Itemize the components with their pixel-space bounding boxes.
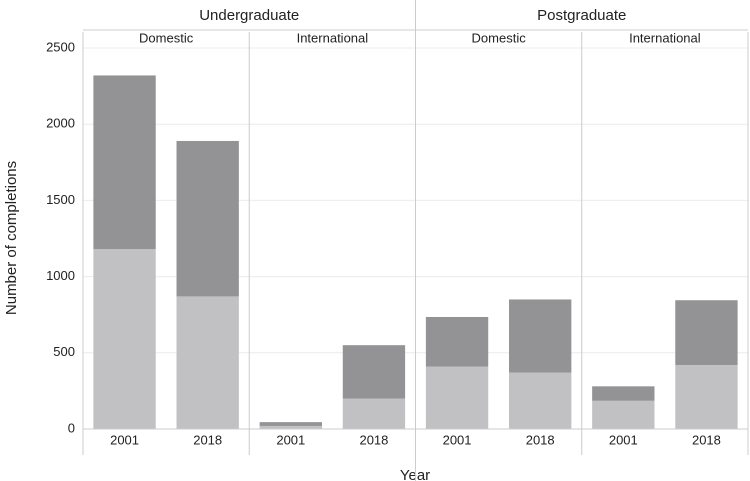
bar-segment xyxy=(675,300,738,365)
bar-segment xyxy=(176,140,239,297)
bar-segment xyxy=(342,345,406,399)
y-tick-label: 2000 xyxy=(46,116,75,131)
y-tick-label: 0 xyxy=(68,420,75,435)
bar-segment xyxy=(93,75,156,250)
panel-title: Domestic xyxy=(139,30,194,45)
panel-title: International xyxy=(297,30,369,45)
group-title: Undergraduate xyxy=(199,7,299,24)
y-axis-label: Number of completions xyxy=(3,161,20,315)
bar-segment xyxy=(592,400,655,429)
y-tick-label: 1000 xyxy=(46,268,75,283)
bar-segment xyxy=(592,386,655,401)
y-tick-label: 1500 xyxy=(46,192,75,207)
x-tick-label: 2001 xyxy=(110,432,139,447)
bar-segment xyxy=(675,364,738,429)
x-tick-label: 2001 xyxy=(276,432,305,447)
bar-segment xyxy=(509,299,572,373)
x-tick-label: 2001 xyxy=(609,432,638,447)
x-tick-label: 2001 xyxy=(443,432,472,447)
bar-segment xyxy=(176,296,239,429)
bar-segment xyxy=(259,425,322,429)
panel-title: International xyxy=(629,30,701,45)
y-tick-label: 500 xyxy=(53,344,75,359)
bar-segment xyxy=(425,366,489,429)
bar-segment xyxy=(342,398,406,429)
x-tick-label: 2018 xyxy=(359,432,388,447)
y-tick-label: 2500 xyxy=(46,39,75,54)
bar-segment xyxy=(425,316,489,367)
bar-segment xyxy=(509,372,572,429)
group-title: Postgraduate xyxy=(537,7,626,24)
bar-segment xyxy=(93,249,156,429)
x-tick-label: 2018 xyxy=(692,432,721,447)
panel-title: Domestic xyxy=(472,30,527,45)
bar-segment xyxy=(259,422,322,426)
x-tick-label: 2018 xyxy=(193,432,222,447)
x-tick-label: 2018 xyxy=(526,432,555,447)
